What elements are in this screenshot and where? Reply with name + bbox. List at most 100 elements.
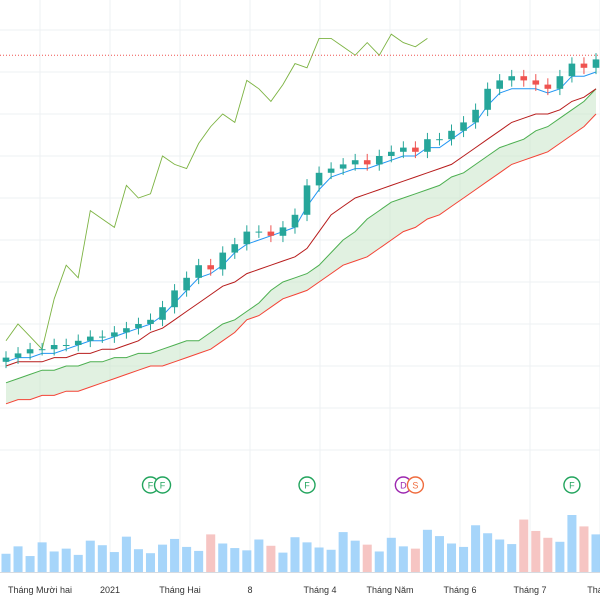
candle[interactable] [460, 116, 467, 138]
candle[interactable] [303, 179, 311, 222]
x-tick-label: Tháng Mười hai [8, 585, 72, 595]
candle[interactable] [580, 57, 588, 75]
candle[interactable] [38, 342, 46, 356]
candle-body [327, 168, 335, 173]
candle-body [38, 349, 46, 351]
x-tick-label: Tháng 6 [443, 585, 476, 595]
candle-body [532, 80, 540, 85]
candle-body [195, 265, 202, 278]
candle[interactable] [532, 74, 540, 91]
cloud-fill [6, 88, 596, 404]
event-marker-label: F [160, 481, 166, 491]
event-marker[interactable]: F [153, 476, 172, 494]
candle[interactable] [508, 69, 516, 87]
candle[interactable] [74, 334, 82, 352]
event-marker-label: D [400, 481, 407, 491]
candle[interactable] [400, 141, 407, 159]
volume-bar [25, 556, 35, 572]
candle[interactable] [183, 271, 190, 297]
event-marker-circle [153, 476, 172, 494]
volume-bar [338, 532, 348, 572]
event-marker-circle [406, 476, 425, 494]
candle[interactable] [556, 69, 564, 96]
candle[interactable] [171, 284, 178, 314]
volume-bar [121, 536, 131, 572]
volume-bars [1, 515, 600, 572]
candles[interactable] [2, 53, 600, 369]
candle-body [315, 172, 323, 186]
candle-body [460, 122, 467, 131]
event-marker-circle [298, 476, 316, 494]
candle[interactable] [207, 258, 215, 276]
candle-body [400, 147, 407, 152]
candle[interactable] [111, 326, 118, 343]
candle-body [267, 231, 275, 236]
candle[interactable] [448, 124, 455, 146]
candle[interactable] [412, 141, 419, 159]
candle-body [62, 345, 70, 346]
volume-bar [362, 544, 372, 572]
volume-bar [483, 533, 493, 572]
candle[interactable] [243, 225, 251, 251]
candle[interactable] [14, 347, 22, 364]
candle[interactable] [472, 103, 479, 129]
candle[interactable] [291, 208, 299, 234]
candle[interactable] [123, 321, 130, 339]
candle-body [387, 151, 395, 156]
candle[interactable] [135, 317, 142, 335]
candle[interactable] [279, 221, 287, 243]
candle[interactable] [387, 145, 395, 163]
candle[interactable] [219, 246, 227, 276]
candle[interactable] [195, 258, 202, 285]
candle[interactable] [255, 225, 263, 238]
candle-body [592, 59, 600, 68]
candle-body [303, 185, 311, 215]
candle[interactable] [2, 351, 10, 369]
candle[interactable] [50, 338, 58, 356]
candle-body [472, 109, 479, 123]
volume-bar [471, 525, 481, 572]
candle[interactable] [436, 132, 443, 146]
candle[interactable] [327, 162, 335, 180]
candle[interactable] [568, 57, 576, 83]
candle-body [424, 139, 431, 152]
candle[interactable] [267, 225, 275, 243]
event-marker[interactable]: S [406, 476, 425, 494]
volume-bar [1, 553, 11, 572]
candle[interactable] [231, 237, 239, 259]
leading-span-b-line [5, 113, 597, 405]
candle[interactable] [147, 313, 154, 331]
volume-bar [507, 544, 517, 572]
candle[interactable] [86, 330, 94, 348]
candle[interactable] [351, 153, 359, 171]
candle[interactable] [363, 153, 371, 171]
volume-bar [591, 534, 600, 572]
candle-body [436, 139, 443, 141]
candle[interactable] [520, 69, 528, 87]
candle[interactable] [99, 330, 106, 343]
candle-body [508, 76, 516, 81]
volume-bar [543, 537, 553, 572]
volume-bar [133, 549, 143, 572]
candle-body [351, 160, 359, 165]
volume-bar [73, 554, 83, 572]
candle[interactable] [496, 74, 503, 96]
candle[interactable] [26, 342, 34, 360]
candle[interactable] [424, 132, 431, 159]
candle[interactable] [315, 166, 323, 192]
candle[interactable] [375, 149, 383, 171]
event-marker[interactable]: F [563, 476, 581, 494]
candle[interactable] [62, 338, 70, 352]
volume-bar [145, 553, 156, 572]
event-marker[interactable]: F [298, 476, 316, 494]
volume-bar [398, 546, 408, 572]
candle[interactable] [159, 300, 166, 327]
candle[interactable] [339, 158, 347, 175]
candle[interactable] [544, 78, 552, 96]
conversion-line [5, 71, 597, 363]
candle[interactable] [592, 53, 600, 75]
candle[interactable] [484, 82, 491, 117]
volume-bar [555, 541, 565, 572]
